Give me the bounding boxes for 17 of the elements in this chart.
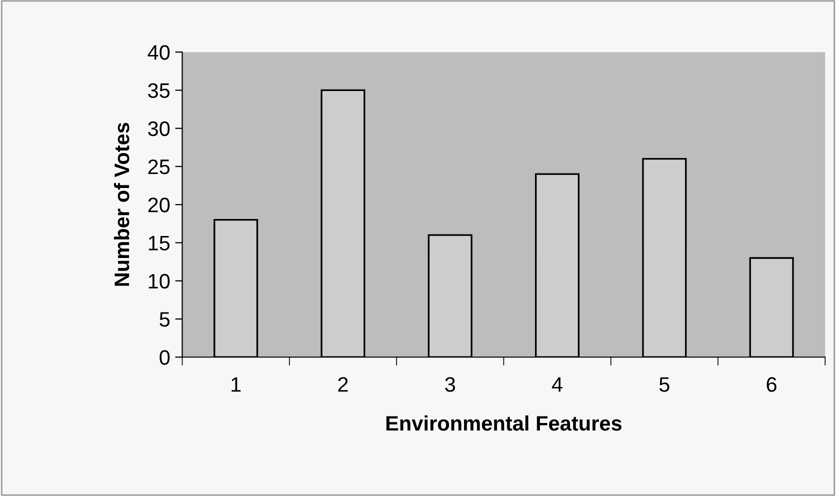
x-tick-label: 5 bbox=[659, 377, 670, 392]
x-axis-title: Environmental Features bbox=[386, 415, 622, 431]
x-tick-label: 3 bbox=[445, 377, 455, 392]
y-axis-title: Number of Votes bbox=[114, 122, 130, 286]
y-tick-label: 5 bbox=[160, 312, 170, 327]
y-tick-label: 15 bbox=[148, 236, 170, 250]
y-tick-label: 40 bbox=[148, 45, 170, 60]
y-tick-label: 30 bbox=[148, 121, 170, 136]
y-tick-label: 20 bbox=[148, 198, 170, 212]
y-tick-label: 10 bbox=[148, 274, 170, 289]
x-tick-label: 1 bbox=[232, 377, 241, 392]
y-tick-label: 25 bbox=[148, 159, 170, 174]
x-tick-label: 6 bbox=[766, 377, 776, 392]
y-tick-label: 35 bbox=[148, 83, 170, 98]
y-tick-label: 0 bbox=[160, 350, 170, 365]
x-tick-label: 2 bbox=[338, 377, 348, 392]
x-tick-label: 4 bbox=[552, 377, 562, 392]
